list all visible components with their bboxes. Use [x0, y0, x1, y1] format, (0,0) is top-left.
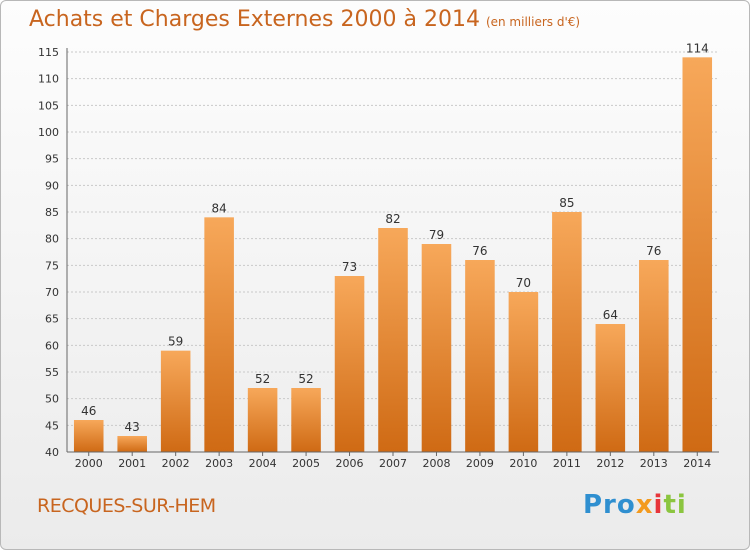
- y-tick-label: 40: [45, 446, 59, 459]
- chart-title: Achats et Charges Externes 2000 à 2014 (e…: [29, 7, 580, 32]
- x-tick-label: 2001: [118, 457, 146, 470]
- y-tick-label: 100: [38, 126, 59, 139]
- axes: 40 45 50 55 60 65 70 75 80 85 90 95 100 105 110 115 2000…: [38, 46, 719, 470]
- bar-value-label: 59: [168, 335, 183, 349]
- bar: [291, 388, 321, 452]
- y-tick-label: 75: [45, 259, 59, 272]
- bar: [160, 350, 191, 452]
- bar: [595, 324, 626, 452]
- y-tick-label: 60: [45, 339, 59, 352]
- bar-value-label: 70: [516, 276, 531, 290]
- chart-title-text: Achats et Charges Externes 2000 à 2014: [29, 7, 480, 32]
- bar-value-label: 85: [559, 196, 574, 210]
- bar-value-label: 79: [429, 228, 444, 242]
- bar: [465, 260, 495, 452]
- y-tick-label: 90: [45, 179, 59, 192]
- x-tick-label: 2005: [292, 457, 320, 470]
- bar: [117, 436, 147, 452]
- y-tick-label: 70: [45, 286, 59, 299]
- x-tick-label: 2008: [422, 457, 450, 470]
- y-tick-label: 105: [38, 99, 59, 112]
- x-tick-label: 2011: [553, 457, 581, 470]
- logo-part-2: x: [635, 490, 654, 520]
- bar: [378, 228, 408, 452]
- bar: [204, 217, 234, 452]
- bars: 46 43 59 84 52 52 73 82 79 76 70 85 64 76 114: [73, 41, 713, 452]
- bar-value-label: 76: [646, 244, 661, 258]
- y-tick-label: 80: [45, 233, 59, 246]
- y-tick-label: 50: [45, 393, 59, 406]
- x-tick-label: 2009: [466, 457, 494, 470]
- x-tick-label: 2004: [249, 457, 277, 470]
- bar-value-label: 43: [125, 420, 140, 434]
- bar-value-label: 114: [686, 41, 709, 55]
- bar-value-label: 46: [81, 404, 96, 418]
- bar: [508, 292, 539, 452]
- bar: [552, 212, 582, 452]
- y-tick-label: 115: [38, 46, 59, 59]
- bar-value-label: 82: [385, 212, 400, 226]
- x-tick-label: 2013: [640, 457, 668, 470]
- logo-part-3: i: [653, 490, 664, 520]
- y-tick-label: 110: [38, 73, 59, 86]
- x-tick-label: 2003: [205, 457, 233, 470]
- bar: [682, 57, 713, 452]
- bar-value-label: 84: [211, 201, 226, 215]
- bar: [247, 388, 278, 452]
- bar-value-label: 52: [298, 372, 313, 386]
- y-tick-label: 95: [45, 153, 59, 166]
- x-tick-label: 2000: [75, 457, 103, 470]
- x-tick-label: 2007: [379, 457, 407, 470]
- logo-part-1: Pro: [583, 490, 636, 520]
- y-tick-label: 85: [45, 206, 59, 219]
- x-tick-label: 2006: [336, 457, 364, 470]
- y-tick-label: 45: [45, 419, 59, 432]
- bar-value-label: 64: [603, 308, 618, 322]
- bar: [421, 244, 452, 452]
- x-tick-label: 2014: [683, 457, 711, 470]
- y-tick-label: 65: [45, 313, 59, 326]
- bar: [73, 420, 104, 452]
- bar-value-label: 73: [342, 260, 357, 274]
- commune-name: RECQUES-SUR-HEM: [37, 495, 216, 517]
- y-tick-label: 55: [45, 366, 59, 379]
- bar-value-label: 76: [472, 244, 487, 258]
- proxiti-logo: Proxiti: [583, 490, 687, 520]
- bar: [639, 260, 669, 452]
- x-tick-label: 2002: [162, 457, 190, 470]
- bar: [334, 276, 365, 452]
- x-tick-label: 2012: [596, 457, 624, 470]
- logo-part-4: ti: [663, 490, 687, 520]
- chart-unit: (en milliers d'€): [485, 15, 581, 29]
- bar-value-label: 52: [255, 372, 270, 386]
- x-tick-label: 2010: [509, 457, 537, 470]
